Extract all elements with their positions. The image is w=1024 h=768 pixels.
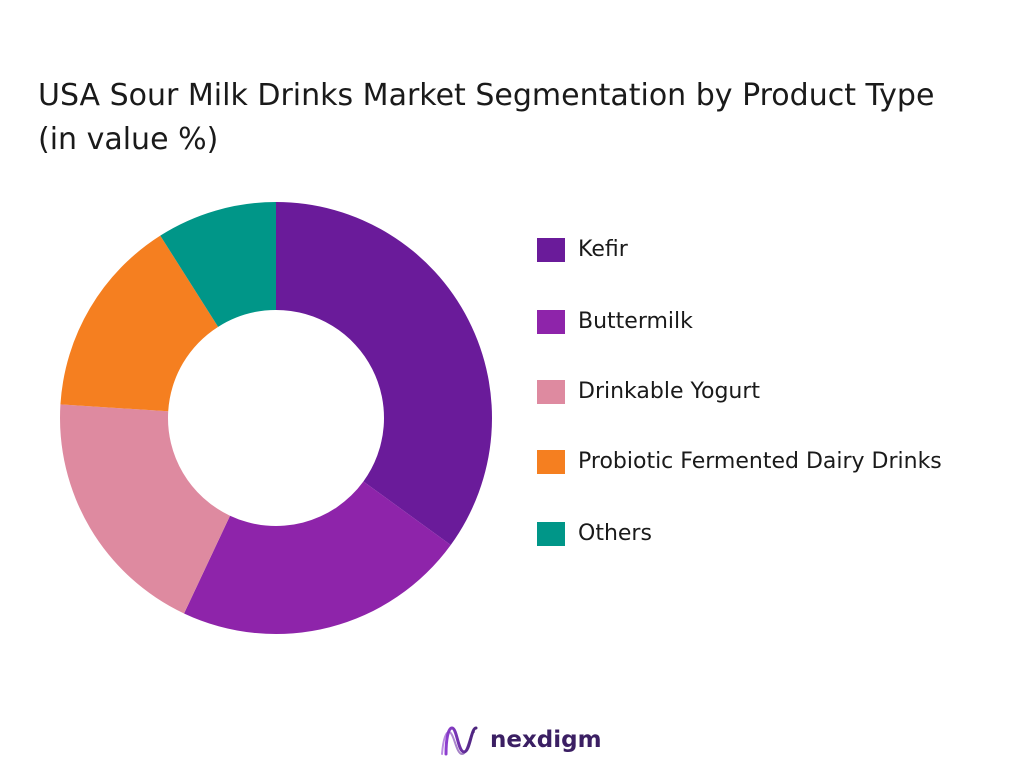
legend-item: Kefir [537, 236, 628, 264]
legend-swatch [537, 380, 565, 404]
legend-swatch [537, 310, 565, 334]
legend-label: Probiotic Fermented Dairy Drinks [578, 449, 942, 474]
donut-slice-buttermilk [184, 481, 451, 634]
legend-label: Drinkable Yogurt [578, 379, 761, 404]
brand-logo: nexdigm [440, 720, 602, 760]
legend-item: Drinkable Yogurt [537, 378, 760, 406]
donut-slice-kefir [276, 202, 492, 545]
legend-item: Buttermilk [537, 308, 693, 336]
legend-label: Buttermilk [578, 309, 693, 334]
legend-swatch [537, 522, 565, 546]
nexdigm-logo-icon [441, 726, 478, 756]
donut-slice-others [160, 202, 276, 327]
legend-swatch [537, 238, 565, 262]
brand-name: nexdigm [490, 727, 602, 753]
legend-item: Others [537, 520, 652, 548]
legend-item: Probiotic Fermented Dairy Drinks [537, 448, 942, 476]
donut-slice-probiotic-fermented-dairy-drinks [60, 235, 219, 412]
chart-title: USA Sour Milk Drinks Market Segmentation… [38, 78, 935, 157]
donut-slice-drinkable-yogurt [60, 404, 231, 614]
legend-label: Others [578, 521, 652, 546]
legend-label: Kefir [578, 237, 628, 262]
legend-swatch [537, 450, 565, 474]
